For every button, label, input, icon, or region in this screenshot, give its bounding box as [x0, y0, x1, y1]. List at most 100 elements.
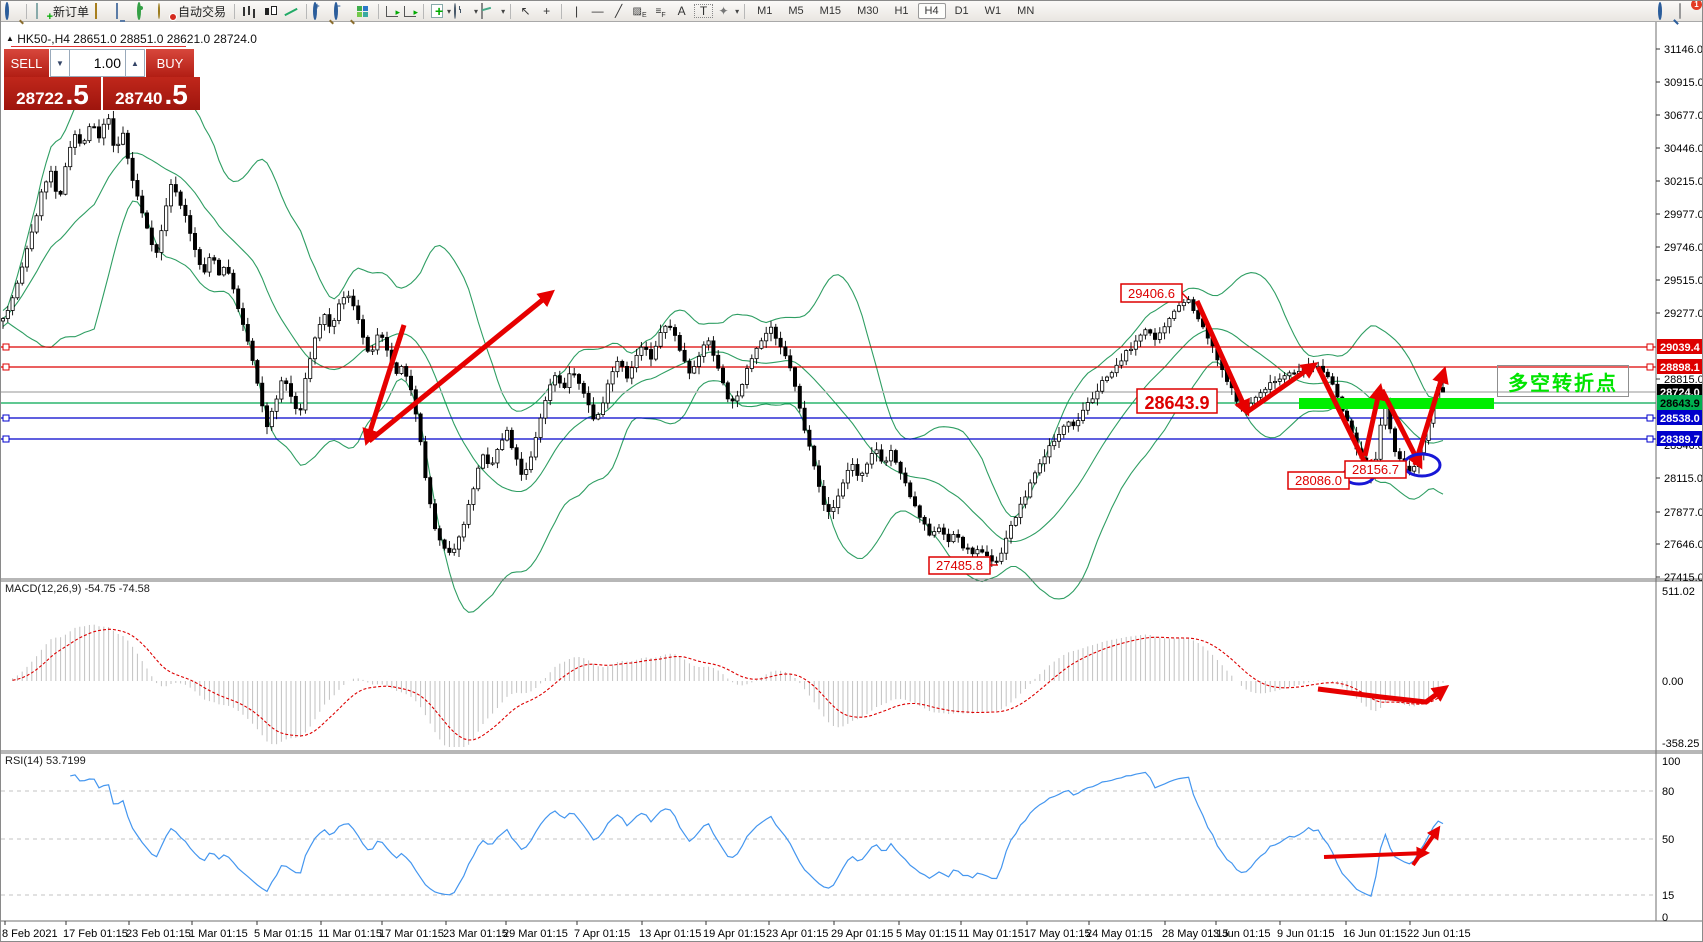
chart-preview-icon[interactable] [3, 1, 20, 20]
toolbar-separator [510, 3, 512, 19]
volume-input[interactable]: 1.00 [70, 49, 125, 77]
turning-point-note[interactable]: 多空转折点 [1497, 365, 1629, 397]
title-underline [11, 46, 186, 47]
horizontal-line-icon[interactable]: — [591, 3, 604, 18]
volume-increase-button[interactable]: ▲ [125, 49, 145, 77]
rsi-indicator: 100 80 50 15 0 [1, 756, 1680, 924]
equidistant-channel-icon[interactable]: ▨E [632, 5, 647, 19]
svg-text:17 May 01:15: 17 May 01:15 [1024, 928, 1091, 940]
svg-text:29746.0: 29746.0 [1664, 242, 1703, 254]
sell-button[interactable]: SELL [4, 49, 50, 77]
macd-values: -54.75 -74.58 [84, 583, 150, 595]
text-label-icon[interactable]: T [694, 3, 714, 19]
fibonacci-icon[interactable]: ≡F [655, 5, 666, 19]
auto-scroll-icon[interactable] [386, 5, 400, 18]
ohlc-open: 28651.0 [73, 32, 117, 46]
templates-dropdown-caret[interactable]: ▾ [501, 6, 506, 16]
signals-icon[interactable] [137, 1, 154, 20]
annotations[interactable]: 29406.6 28643.9 28086.0 28156.7 27485.8 [362, 283, 1494, 867]
svg-text:30915.0: 30915.0 [1664, 77, 1703, 89]
svg-text:28156.7: 28156.7 [1352, 462, 1399, 477]
buy-price[interactable]: 28740 .5 [103, 77, 200, 110]
chart-shift-icon[interactable] [404, 5, 418, 18]
sell-price[interactable]: 28722 .5 [4, 77, 103, 110]
zoom-in-icon[interactable]: + [313, 1, 330, 20]
timeframe-MN[interactable]: MN [1017, 5, 1035, 17]
rsi-arrow [1411, 825, 1441, 867]
svg-text:-358.25: -358.25 [1662, 738, 1699, 750]
svg-text:29277.0: 29277.0 [1664, 308, 1703, 320]
indicators-icon[interactable] [431, 3, 445, 21]
volume-decrease-button[interactable]: ▼ [50, 49, 70, 77]
svg-text:29977.0: 29977.0 [1664, 209, 1703, 221]
svg-text:50: 50 [1662, 834, 1674, 846]
timeframe-M5[interactable]: M5 [788, 5, 804, 17]
svg-text:24 May 01:15: 24 May 01:15 [1086, 928, 1153, 940]
periods-dropdown-caret[interactable]: ▾ [474, 6, 479, 16]
svg-text:11 Mar 01:15: 11 Mar 01:15 [318, 928, 382, 940]
ohlc-close: 28724.0 [213, 32, 257, 46]
bar-chart-icon[interactable] [241, 4, 258, 19]
timeframe-W1[interactable]: W1 [984, 5, 1002, 17]
terminal-icon[interactable] [116, 2, 133, 19]
svg-text:80: 80 [1662, 786, 1674, 798]
symbol-collapse-icon[interactable]: ▲ [6, 34, 14, 43]
search-icon[interactable] [1658, 1, 1675, 20]
timeframe-H1[interactable]: H1 [894, 5, 909, 17]
periods-icon[interactable] [454, 2, 471, 19]
text-icon[interactable]: A [677, 3, 686, 18]
candlestick-chart-icon[interactable] [262, 4, 279, 19]
new-order-icon[interactable] [33, 2, 50, 19]
svg-text:28898.1: 28898.1 [1660, 362, 1700, 374]
symbol-name: HK50-,H4 [17, 32, 70, 46]
svg-text:27646.0: 27646.0 [1664, 539, 1703, 551]
tile-windows-icon[interactable] [355, 4, 372, 19]
trend-arrow [1315, 365, 1373, 478]
shapes-dropdown-caret[interactable]: ▾ [735, 6, 740, 16]
svg-text:27415.0: 27415.0 [1664, 572, 1703, 584]
toolbar-separator [423, 3, 425, 19]
svg-text:31146.0: 31146.0 [1664, 44, 1703, 56]
timeframe-H4[interactable]: H4 [917, 3, 946, 19]
price-annotation-box [1136, 388, 1218, 414]
ohlc-high: 28851.0 [120, 32, 164, 46]
svg-text:28086.0: 28086.0 [1295, 473, 1342, 488]
svg-text:5 Mar 01:15: 5 Mar 01:15 [254, 928, 313, 940]
crosshair-icon[interactable]: + [543, 3, 551, 18]
market-watch-icon[interactable] [95, 2, 112, 19]
templates-icon[interactable] [481, 2, 498, 19]
svg-text:22 Jun 01:15: 22 Jun 01:15 [1407, 928, 1471, 940]
auto-trading-icon[interactable] [158, 2, 175, 19]
buy-button[interactable]: BUY [145, 49, 194, 77]
timeframe-M30[interactable]: M30 [857, 5, 879, 17]
notification-badge[interactable]: 1 [1691, 1, 1702, 10]
price-annotation-box [1344, 460, 1407, 479]
svg-text:17 Mar 01:15: 17 Mar 01:15 [379, 928, 444, 940]
line-chart-icon[interactable] [283, 4, 300, 19]
svg-text:16 Jun 01:15: 16 Jun 01:15 [1343, 928, 1407, 940]
toolbar-separator [744, 3, 746, 19]
indicators-dropdown-caret[interactable]: ▾ [447, 6, 452, 16]
timeframe-M1[interactable]: M1 [757, 5, 773, 17]
svg-text:8 Feb 2021: 8 Feb 2021 [2, 928, 58, 940]
toolbar-separator [234, 3, 236, 19]
auto-trading-label[interactable]: 自动交易 [178, 4, 227, 19]
panel-frame [1, 21, 1702, 922]
zoom-out-icon[interactable]: − [334, 1, 351, 20]
vertical-line-icon[interactable]: | [575, 3, 579, 18]
new-order-label[interactable]: 新订单 [53, 4, 90, 19]
bollinger-bands [2, 78, 1444, 613]
svg-text:28538.0: 28538.0 [1660, 413, 1700, 425]
chart-title: ▲ HK50-,H4 28651.0 28851.0 28621.0 28724… [6, 32, 257, 46]
chat-icon[interactable]: 1 [1679, 1, 1702, 19]
shapes-icon[interactable]: ✦ [718, 3, 729, 18]
timeframe-D1[interactable]: D1 [954, 5, 969, 17]
trendline-icon[interactable]: ╱ [614, 3, 623, 18]
cursor-icon[interactable]: ↖ [520, 3, 531, 18]
rsi-label: RSI(14) 53.7199 [5, 755, 86, 767]
price-scale[interactable]: 31146.0 30915.0 30677.0 30446.0 30215.0 29977… [1656, 44, 1703, 584]
timeframe-M15[interactable]: M15 [819, 5, 842, 17]
